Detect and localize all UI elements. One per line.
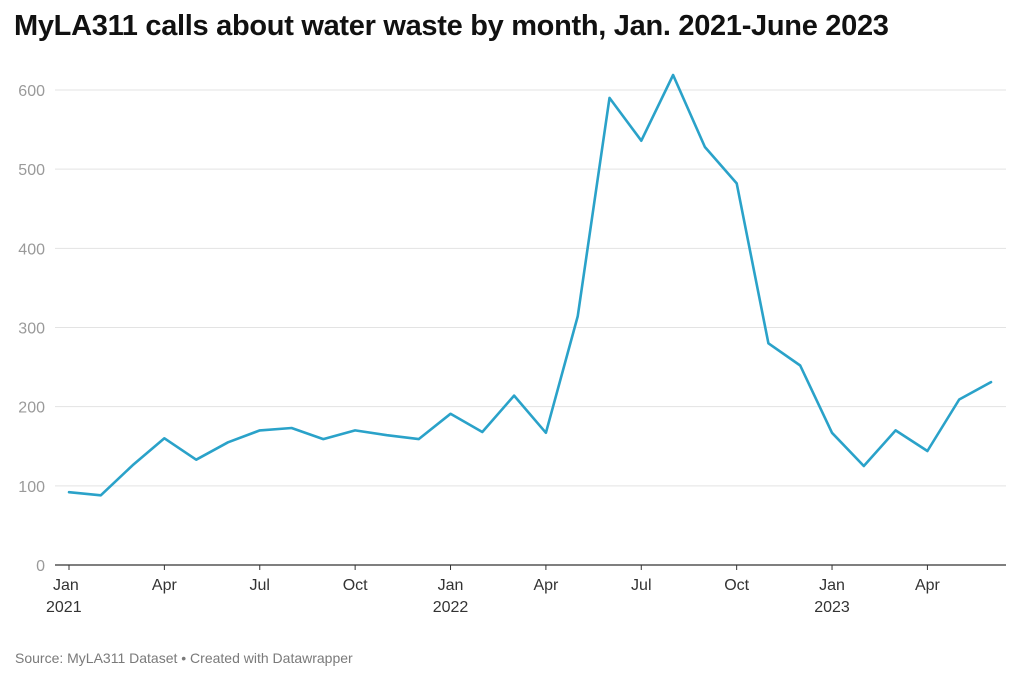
x-tick-label: Jan	[819, 577, 845, 594]
gridlines	[55, 89, 1006, 566]
data-point	[98, 492, 104, 498]
x-tick-year-label: 2022	[433, 599, 469, 616]
data-point	[924, 448, 930, 454]
data-point	[384, 432, 390, 438]
data-point	[448, 411, 454, 417]
data-point	[638, 138, 644, 144]
data-point	[320, 436, 326, 442]
x-tick-label: Jul	[250, 577, 270, 594]
x-tick-label: Apr	[152, 577, 178, 594]
data-point	[289, 425, 295, 431]
data-point	[893, 427, 899, 433]
y-axis-ticks: 0 100 200 300 400 500 600	[18, 83, 45, 575]
x-tick-label: Apr	[533, 577, 559, 594]
x-tick-label: Jan	[53, 577, 79, 594]
x-tick-label: Jul	[631, 577, 651, 594]
data-point	[225, 439, 231, 445]
source-note: Source: MyLA311 Dataset • Created with D…	[15, 650, 353, 666]
y-tick-label: 200	[18, 400, 45, 417]
data-point	[765, 340, 771, 346]
data-point	[352, 427, 358, 433]
data-point	[511, 393, 517, 399]
data-point	[734, 180, 740, 186]
y-tick-label: 500	[18, 162, 45, 179]
series-line	[67, 73, 993, 497]
data-point	[797, 363, 803, 369]
data-point	[829, 430, 835, 436]
data-point	[479, 429, 485, 435]
data-point	[861, 463, 867, 469]
data-point	[130, 462, 136, 468]
data-point	[670, 72, 676, 78]
y-tick-label: 100	[18, 479, 45, 496]
data-point	[193, 457, 199, 463]
x-tick-label: Oct	[343, 577, 368, 594]
x-tick-label: Jan	[438, 577, 464, 594]
x-tick-label: Oct	[724, 577, 749, 594]
data-point	[956, 397, 962, 403]
data-point	[416, 436, 422, 442]
x-tick-year-label: 2021	[46, 599, 82, 616]
data-point	[575, 313, 581, 319]
x-tick-year-label: 2023	[814, 599, 850, 616]
x-tick-label: Apr	[915, 577, 941, 594]
y-tick-label: 300	[18, 321, 45, 338]
x-axis-ticks: Jan 2021 Apr Jul Oct Jan 2022 Apr Jul Oct Jan 2023 A…	[46, 565, 941, 616]
series-line-layer	[66, 72, 994, 498]
data-point	[702, 144, 708, 150]
data-point	[66, 489, 72, 495]
data-point	[161, 435, 167, 441]
y-tick-label: 400	[18, 241, 45, 258]
data-point	[257, 427, 263, 433]
y-tick-label: 600	[18, 83, 45, 100]
y-tick-label: 0	[36, 558, 45, 575]
data-point	[606, 95, 612, 101]
data-point	[988, 379, 994, 385]
data-point	[543, 430, 549, 436]
chart-title: MyLA311 calls about water waste by month…	[14, 10, 889, 42]
